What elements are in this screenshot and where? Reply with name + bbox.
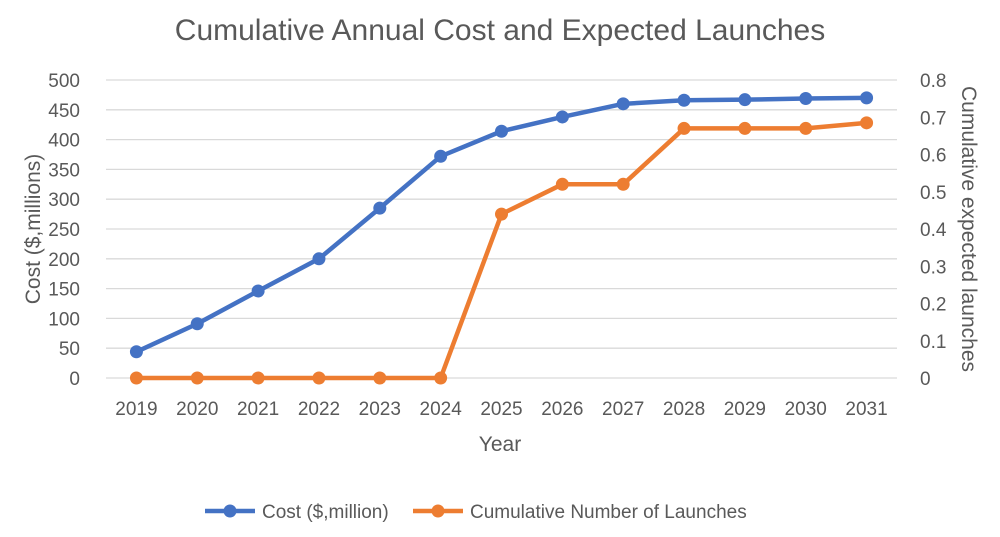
data-point <box>251 284 265 298</box>
series-line <box>136 120 867 381</box>
x-tick-label: 2024 <box>420 399 463 420</box>
data-point <box>495 124 508 138</box>
data-point <box>434 371 448 385</box>
y2-tick-label: 0.8 <box>920 71 946 92</box>
series-group <box>129 91 874 385</box>
y-tick-label: 50 <box>59 339 80 360</box>
data-point <box>190 317 204 331</box>
data-point <box>677 93 691 107</box>
y2-tick-label: 0.3 <box>920 257 946 278</box>
x-tick-label: 2023 <box>359 399 401 420</box>
y-axis-label: Cost ($,millions) <box>22 154 45 305</box>
data-point <box>616 177 630 191</box>
legend-marker-icon <box>223 504 237 518</box>
data-point <box>434 149 448 163</box>
y-axis-ticks: 0 50 100 150 200 250 300 350 400 450 500 <box>48 71 80 390</box>
data-point <box>373 371 387 385</box>
y-tick-label: 100 <box>48 309 80 330</box>
y2-tick-label: 0.5 <box>920 183 946 204</box>
y2-axis-ticks: 0 0.1 0.2 0.3 0.4 0.5 0.6 0.7 0.8 <box>920 71 947 390</box>
chart-title: Cumulative Annual Cost and Expected Laun… <box>175 14 825 47</box>
x-tick-label: 2020 <box>176 399 218 420</box>
y2-tick-label: 0.7 <box>920 108 946 129</box>
y-tick-label: 250 <box>48 220 80 241</box>
legend-marker-icon <box>431 504 445 518</box>
data-point <box>738 121 752 135</box>
x-tick-label: 2022 <box>298 399 340 420</box>
legend-label: Cost ($,million) <box>262 502 389 523</box>
y-tick-label: 500 <box>48 71 80 92</box>
data-point <box>129 345 143 359</box>
legend-item: Cost ($,million) <box>205 502 389 523</box>
x-tick-label: 2025 <box>480 399 522 420</box>
y2-tick-label: 0.1 <box>920 332 946 353</box>
y-tick-label: 0 <box>69 369 80 390</box>
y-tick-label: 350 <box>48 160 80 181</box>
data-point <box>190 371 204 385</box>
y2-tick-label: 0.2 <box>920 295 946 316</box>
x-axis-label: Year <box>479 433 521 456</box>
legend-item: Cumulative Number of Launches <box>413 502 747 523</box>
x-tick-label: 2019 <box>115 399 157 420</box>
x-tick-label: 2031 <box>845 399 887 420</box>
data-point <box>799 91 813 105</box>
y2-tick-label: 0.6 <box>920 146 946 167</box>
y2-tick-label: 0 <box>920 369 931 390</box>
data-point <box>860 116 874 130</box>
data-point <box>677 121 691 135</box>
x-tick-label: 2028 <box>663 399 705 420</box>
x-tick-label: 2029 <box>724 399 766 420</box>
data-point <box>860 91 874 105</box>
x-tick-label: 2030 <box>785 399 827 420</box>
x-axis-ticks: 2019 2020 2021 2022 2023 2024 2025 2026 2027 2028… <box>115 399 887 420</box>
series-cost <box>129 91 874 359</box>
y2-axis-label: Cumulative expected launches <box>957 86 980 372</box>
legend: Cost ($,million) Cumulative Number of Lau… <box>205 502 747 523</box>
data-point <box>495 207 508 221</box>
y-tick-label: 400 <box>48 131 80 152</box>
data-point <box>738 93 752 107</box>
x-tick-label: 2027 <box>602 399 644 420</box>
y-tick-label: 150 <box>48 280 80 301</box>
x-tick-label: 2021 <box>237 399 279 420</box>
data-point <box>312 252 326 266</box>
legend-label: Cumulative Number of Launches <box>470 502 747 523</box>
data-point <box>555 177 569 191</box>
y-tick-label: 200 <box>48 250 80 271</box>
data-point <box>555 110 569 124</box>
y2-tick-label: 0.4 <box>920 220 947 241</box>
data-point <box>312 371 326 385</box>
gridlines <box>106 79 897 379</box>
data-point <box>129 371 143 385</box>
data-point <box>373 201 387 215</box>
data-point <box>799 121 813 135</box>
y-tick-label: 300 <box>48 190 80 211</box>
y-tick-label: 450 <box>48 101 80 122</box>
data-point <box>616 97 630 111</box>
series-launches <box>129 116 874 385</box>
x-tick-label: 2026 <box>541 399 583 420</box>
data-point <box>251 371 265 385</box>
